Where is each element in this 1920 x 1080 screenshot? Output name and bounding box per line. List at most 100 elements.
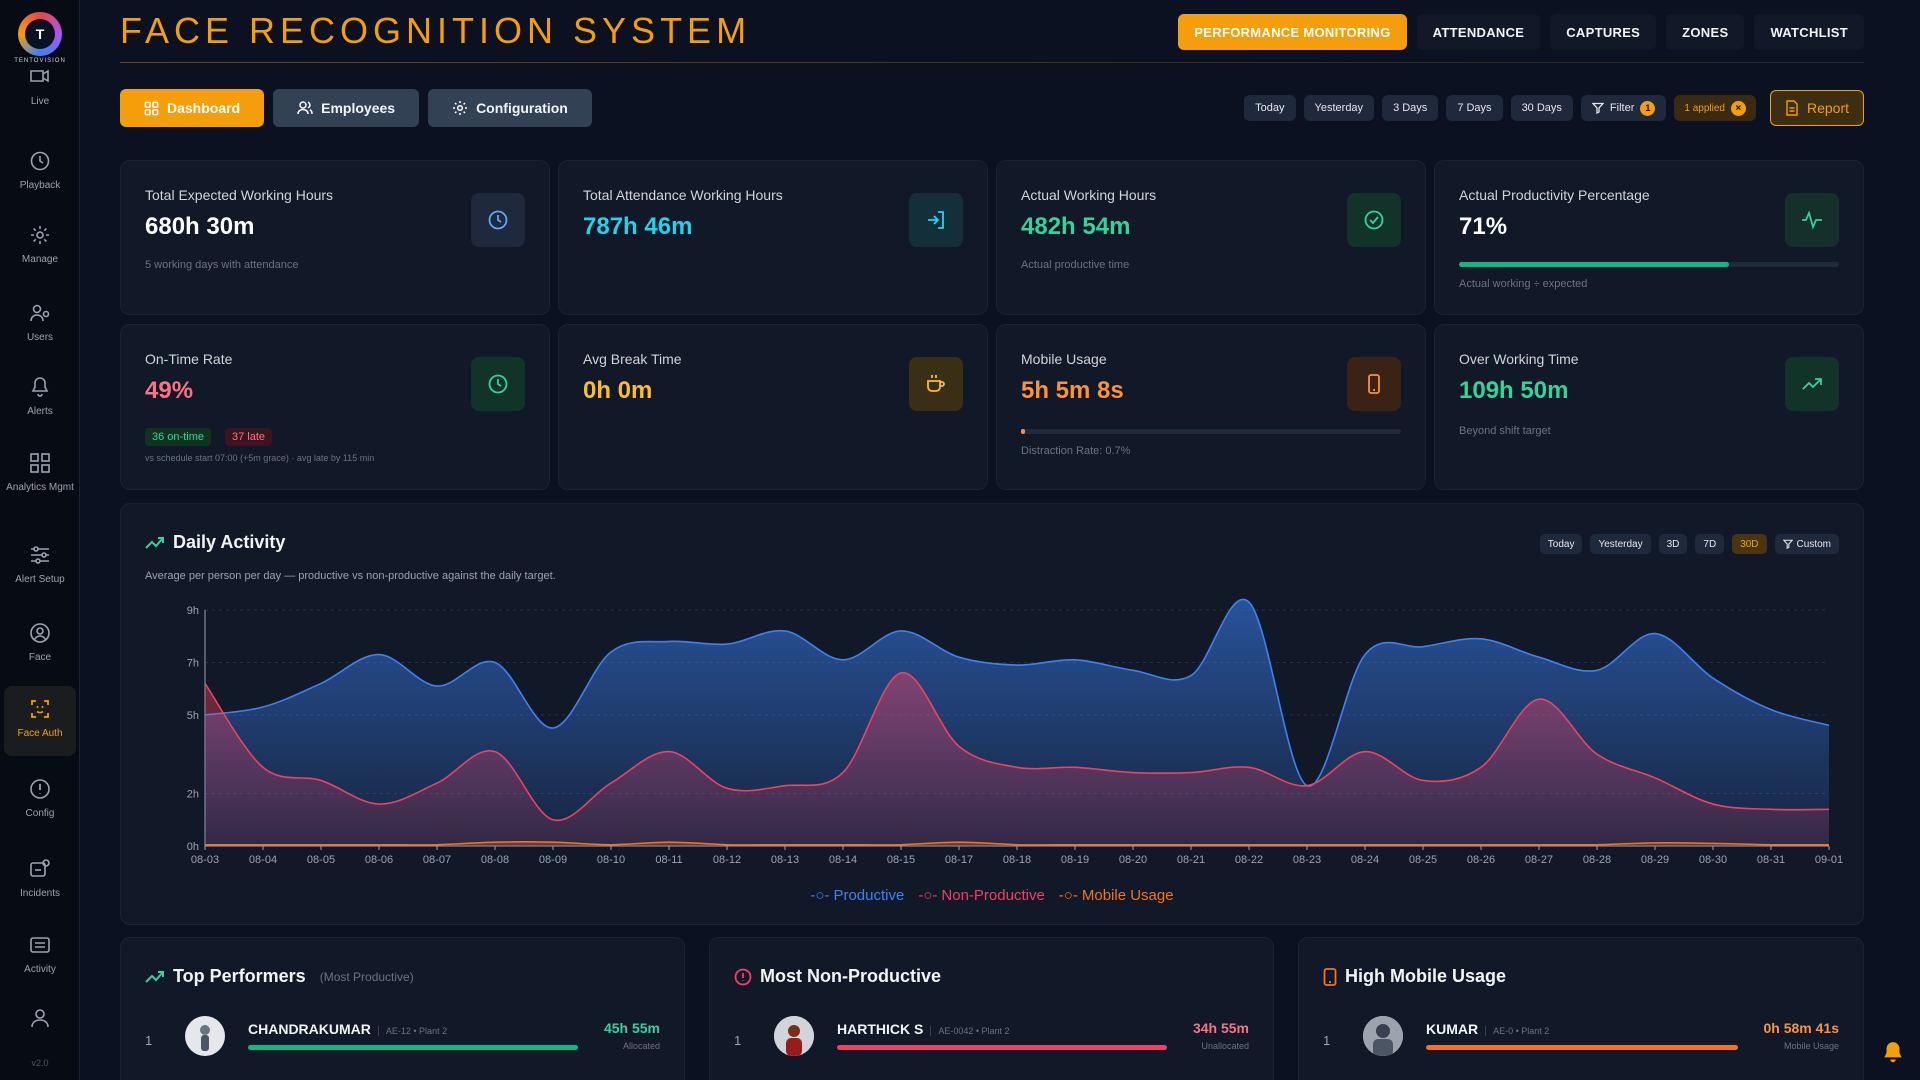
x-tick-label: 09-01 <box>1815 854 1843 866</box>
report-button[interactable]: Report <box>1769 90 1864 126</box>
x-tick-label: 08-17 <box>945 854 973 866</box>
sidebar-item-manage[interactable]: Manage <box>4 212 76 282</box>
sidebar-item-live[interactable]: Live <box>4 62 76 114</box>
tab-watchlist[interactable]: WATCHLIST <box>1754 14 1864 50</box>
notification-bell-icon[interactable] <box>1880 1040 1906 1066</box>
report-label: Report <box>1806 100 1849 116</box>
kpi-value: 787h 46m <box>583 213 693 240</box>
logo-mark: T <box>18 12 62 56</box>
kpi-progress-fill <box>1021 429 1025 434</box>
performance-bar <box>248 1045 578 1050</box>
x-tick-label: 08-24 <box>1351 854 1379 866</box>
sidebar-item-label: Activity <box>24 964 56 975</box>
series-line-mobile-usage[interactable] <box>204 840 1830 846</box>
brand-logo[interactable]: T TENTOVISION <box>8 8 72 68</box>
subtab-dashboard[interactable]: Dashboard <box>120 89 265 127</box>
chart-range-7d[interactable]: 7D <box>1695 534 1725 554</box>
sidebar-item-label: Analytics Mgmt <box>6 482 74 493</box>
daily-activity-description: Average per person per day — productive … <box>145 570 556 582</box>
clear-filter-icon[interactable]: × <box>1730 100 1746 116</box>
tab-attendance[interactable]: ATTENDANCE <box>1416 14 1541 50</box>
alert-circle-icon <box>27 776 53 802</box>
kpi-card-on-time-rate: On-Time Rate 49% 36 on-time 37 late vs sched… <box>120 324 550 490</box>
non-productive-value: 34h 55m <box>1192 1020 1249 1036</box>
legend-non-productive[interactable]: -○- Non-Productive <box>918 887 1045 904</box>
date-range-selector: Today Yesterday 3 Days 7 Days 30 Days Fi… <box>1244 90 1864 126</box>
users-icon <box>297 101 313 115</box>
filter-icon <box>1591 102 1604 114</box>
employee-name: KUMAR AE-0 • Plant 2 <box>1426 1021 1550 1037</box>
sidebar-item-profile[interactable] <box>4 995 76 1065</box>
subtab-employees[interactable]: Employees <box>273 89 420 127</box>
sidebar-item-face[interactable]: Face <box>4 610 76 680</box>
range-3-days[interactable]: 3 Days <box>1382 95 1439 121</box>
tab-captures[interactable]: CAPTURES <box>1550 14 1657 50</box>
range-30-days[interactable]: 30 Days <box>1510 95 1573 121</box>
applied-filters-chip[interactable]: 1 applied × <box>1674 95 1756 121</box>
live-icon <box>27 64 53 90</box>
trending-up-icon <box>145 536 164 549</box>
kpi-label: Over Working Time <box>1459 351 1579 367</box>
range-7-days[interactable]: 7 Days <box>1446 95 1503 121</box>
sidebar-item-label: Alerts <box>27 406 53 417</box>
daily-activity-chart: 0h 2h 5h 7h 9h 08-03 08-04 08-05 08-06 08-07 08-08… <box>187 598 1843 866</box>
kpi-label: Total Attendance Working Hours <box>583 187 783 203</box>
applied-label: 1 applied <box>1684 102 1725 114</box>
sidebar-item-activity[interactable]: Activity <box>4 922 76 992</box>
pulse-icon <box>1785 193 1839 247</box>
sidebar-item-incidents[interactable]: Incidents <box>4 846 76 916</box>
chart-range-custom[interactable]: Custom <box>1774 534 1839 554</box>
legend-mobile-usage[interactable]: -○- Mobile Usage <box>1058 887 1174 904</box>
list-item[interactable]: 1 KUMAR AE-0 • Plant 2 0h 58m 41s Mobile … <box>1323 1016 1839 1066</box>
chart-range-3d[interactable]: 3D <box>1658 534 1688 554</box>
profile-icon <box>27 1005 53 1031</box>
kpi-value: 5h 5m 8s <box>1021 377 1124 404</box>
sidebar-item-alert-setup[interactable]: Alert Setup <box>4 532 76 602</box>
kpi-subtext: 5 working days with attendance <box>145 259 299 271</box>
x-tick-label: 08-10 <box>597 854 625 866</box>
kpi-value: 109h 50m <box>1459 377 1569 404</box>
sidebar-item-config[interactable]: Config <box>4 766 76 836</box>
subtab-configuration[interactable]: Configuration <box>428 89 592 127</box>
high-mobile-usage-title: High Mobile Usage <box>1323 966 1506 987</box>
non-productive-bar <box>837 1045 1167 1050</box>
series-line-productive[interactable] <box>204 598 1830 787</box>
y-tick-label: 9h <box>187 605 199 617</box>
chart-range-selector: Today Yesterday 3D 7D 30D Custom <box>1539 534 1839 554</box>
sidebar-item-playback[interactable]: Playback <box>4 138 76 208</box>
kpi-card-actual-productivity-percentage: Actual Productivity Percentage 71% Actual … <box>1434 160 1864 315</box>
range-today[interactable]: Today <box>1244 95 1296 121</box>
sidebar-item-alerts[interactable]: Alerts <box>4 364 76 434</box>
filter-button[interactable]: Filter 1 <box>1580 95 1667 121</box>
employee-meta: AE-0 • Plant 2 <box>1485 1026 1550 1036</box>
x-tick-label: 08-14 <box>829 854 857 866</box>
chart-range-today[interactable]: Today <box>1539 534 1583 554</box>
chart-range-yesterday[interactable]: Yesterday <box>1590 534 1651 554</box>
kpi-value: 482h 54m <box>1021 213 1131 240</box>
on-time-badge: 36 on-time <box>145 428 211 446</box>
list-item[interactable]: 1 CHANDRAKUMAR AE-12 • Plant 2 45h 55m Al… <box>145 1016 660 1066</box>
x-tick-label: 08-26 <box>1467 854 1495 866</box>
legend-productive[interactable]: -○- Productive <box>810 887 905 904</box>
kpi-value: 49% <box>145 377 194 404</box>
tab-zones[interactable]: ZONES <box>1666 14 1745 50</box>
x-tick-label: 08-08 <box>481 854 509 866</box>
range-yesterday[interactable]: Yesterday <box>1303 95 1375 121</box>
chart-range-30d[interactable]: 30D <box>1732 534 1767 554</box>
sidebar-item-analytics-mgmt[interactable]: Analytics Mgmt <box>4 440 76 510</box>
sidebar-item-users[interactable]: Users <box>4 290 76 360</box>
series-line-non-productive[interactable] <box>204 672 1830 822</box>
list-item[interactable]: 1 HARTHICK S AE-0042 • Plant 2 34h 55m Un… <box>734 1016 1249 1066</box>
value-caption: Mobile Usage <box>1783 1041 1839 1051</box>
face-scan-icon <box>27 696 53 722</box>
kpi-subtext: Actual productive time <box>1021 259 1130 271</box>
kpi-progress-fill <box>1459 262 1729 267</box>
rank: 1 <box>145 1033 153 1048</box>
sidebar-item-face-auth[interactable]: Face Auth <box>4 686 76 756</box>
kpi-card-actual-working-hours: Actual Working Hours 482h 54m Actual produ… <box>996 160 1426 315</box>
kpi-card-avg-break-time: Avg Break Time 0h 0m <box>558 324 988 490</box>
tab-performance-monitoring[interactable]: PERFORMANCE MONITORING <box>1178 14 1407 50</box>
x-tick-label: 08-21 <box>1177 854 1205 866</box>
y-tick-label: 2h <box>187 789 199 801</box>
kpi-card-total-expected-working-hours: Total Expected Working Hours 680h 30m 5 wo… <box>120 160 550 315</box>
